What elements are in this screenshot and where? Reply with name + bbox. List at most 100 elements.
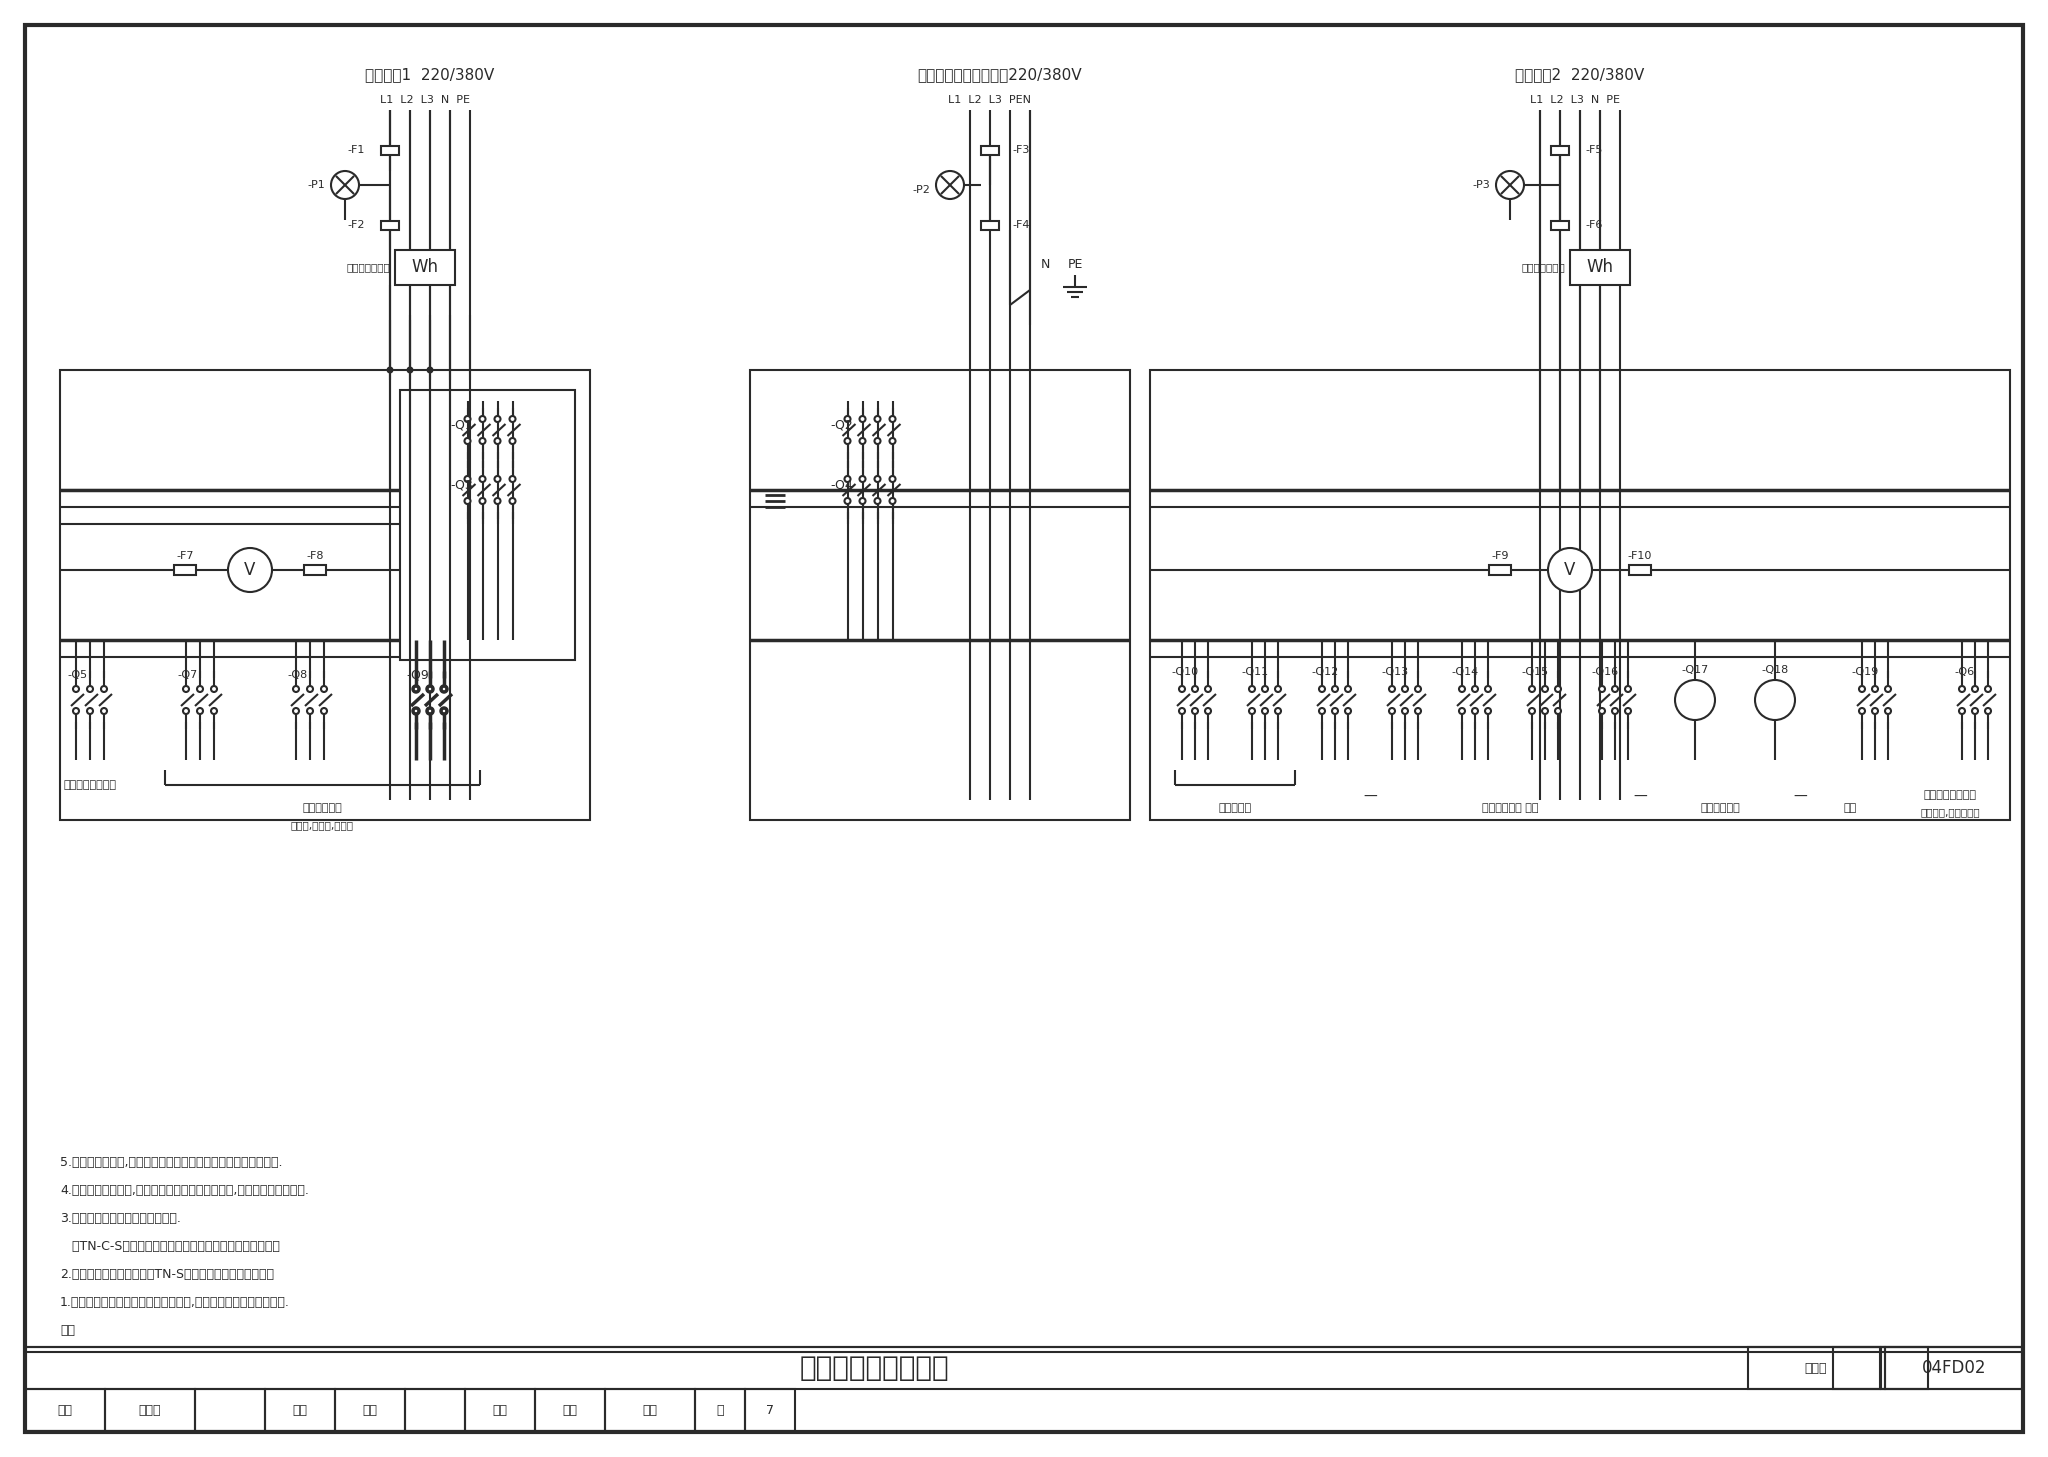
Circle shape bbox=[1319, 708, 1325, 714]
Text: 徐迪: 徐迪 bbox=[643, 1403, 657, 1416]
Circle shape bbox=[414, 686, 420, 692]
Circle shape bbox=[1554, 708, 1561, 714]
Circle shape bbox=[426, 708, 432, 714]
Circle shape bbox=[307, 708, 313, 714]
Circle shape bbox=[1180, 686, 1186, 692]
Bar bbox=[336, 1389, 406, 1431]
Circle shape bbox=[1485, 708, 1491, 714]
Circle shape bbox=[406, 367, 414, 373]
Bar bbox=[25, 1389, 104, 1431]
Text: -F5: -F5 bbox=[1585, 146, 1602, 154]
Circle shape bbox=[197, 686, 203, 692]
Bar bbox=[465, 1389, 535, 1431]
Circle shape bbox=[182, 686, 188, 692]
Text: -Q16: -Q16 bbox=[1591, 667, 1618, 678]
Circle shape bbox=[889, 476, 895, 482]
Circle shape bbox=[100, 686, 106, 692]
Text: -Q17: -Q17 bbox=[1681, 664, 1708, 675]
Bar bbox=[1550, 221, 1569, 230]
Circle shape bbox=[1530, 686, 1536, 692]
Text: 其它: 其它 bbox=[1843, 803, 1858, 813]
Text: L1  L2  L3  N  PE: L1 L2 L3 N PE bbox=[381, 95, 469, 105]
Text: -Q12: -Q12 bbox=[1311, 667, 1339, 678]
Circle shape bbox=[1192, 686, 1198, 692]
Text: -Q14: -Q14 bbox=[1452, 667, 1479, 678]
Bar bbox=[381, 146, 399, 154]
Text: L1  L2  L3  N  PE: L1 L2 L3 N PE bbox=[1530, 95, 1620, 105]
Bar bbox=[535, 1389, 604, 1431]
Circle shape bbox=[182, 708, 188, 714]
Circle shape bbox=[322, 686, 328, 692]
Text: -F10: -F10 bbox=[1628, 551, 1653, 561]
Bar bbox=[174, 565, 197, 576]
Bar bbox=[981, 146, 999, 154]
Text: —: — bbox=[1794, 790, 1806, 804]
Bar bbox=[1884, 1348, 2021, 1389]
Circle shape bbox=[494, 498, 500, 504]
Circle shape bbox=[479, 498, 485, 504]
Circle shape bbox=[510, 439, 516, 444]
Bar bbox=[1550, 146, 1569, 154]
Bar bbox=[104, 1389, 195, 1431]
Circle shape bbox=[1624, 708, 1630, 714]
Bar bbox=[750, 370, 1130, 820]
Text: 战时动力用电: 战时动力用电 bbox=[303, 803, 342, 813]
Bar bbox=[381, 221, 399, 230]
Circle shape bbox=[1389, 686, 1395, 692]
Text: -Q10: -Q10 bbox=[1171, 667, 1198, 678]
Circle shape bbox=[1599, 686, 1606, 692]
Circle shape bbox=[1860, 708, 1866, 714]
Text: —: — bbox=[1364, 790, 1376, 804]
Circle shape bbox=[465, 439, 471, 444]
Circle shape bbox=[1872, 686, 1878, 692]
Circle shape bbox=[1972, 708, 1978, 714]
Bar bbox=[406, 1389, 465, 1431]
Circle shape bbox=[86, 686, 92, 692]
Circle shape bbox=[874, 417, 881, 423]
Circle shape bbox=[1192, 708, 1198, 714]
Circle shape bbox=[211, 686, 217, 692]
Text: Wh: Wh bbox=[1587, 258, 1614, 275]
Circle shape bbox=[1612, 686, 1618, 692]
Circle shape bbox=[844, 476, 850, 482]
Circle shape bbox=[74, 708, 80, 714]
Circle shape bbox=[1204, 686, 1210, 692]
Circle shape bbox=[860, 498, 866, 504]
Text: -P1: -P1 bbox=[307, 181, 326, 189]
Text: 推风机,污水泵,进风机: 推风机,污水泵,进风机 bbox=[291, 820, 354, 830]
Text: 校对: 校对 bbox=[293, 1403, 307, 1416]
Text: N: N bbox=[1040, 258, 1051, 271]
Circle shape bbox=[1249, 686, 1255, 692]
Circle shape bbox=[1755, 680, 1794, 720]
Text: 市电电源1  220/380V: 市电电源1 220/380V bbox=[365, 67, 496, 83]
Text: L1  L2  L3  PEN: L1 L2 L3 PEN bbox=[948, 95, 1032, 105]
Circle shape bbox=[1612, 708, 1618, 714]
Circle shape bbox=[1249, 708, 1255, 714]
Text: V: V bbox=[1565, 561, 1575, 578]
Circle shape bbox=[1872, 708, 1878, 714]
Bar bbox=[25, 1348, 2023, 1389]
Text: -Q9: -Q9 bbox=[408, 669, 430, 682]
Circle shape bbox=[387, 367, 393, 373]
Bar bbox=[264, 1389, 336, 1431]
Circle shape bbox=[479, 417, 485, 423]
Circle shape bbox=[307, 686, 313, 692]
Text: 冷水机组,热泵机组等: 冷水机组,热泵机组等 bbox=[1921, 807, 1980, 817]
Text: 罗洁: 罗洁 bbox=[362, 1403, 377, 1416]
Circle shape bbox=[1180, 708, 1186, 714]
Text: 预留计量表位置: 预留计量表位置 bbox=[346, 262, 389, 272]
Circle shape bbox=[1548, 548, 1591, 592]
Circle shape bbox=[1473, 686, 1479, 692]
Circle shape bbox=[494, 476, 500, 482]
Circle shape bbox=[1473, 708, 1479, 714]
Circle shape bbox=[414, 708, 420, 714]
Text: -Q6: -Q6 bbox=[1956, 667, 1974, 678]
Circle shape bbox=[1415, 708, 1421, 714]
Circle shape bbox=[293, 708, 299, 714]
Circle shape bbox=[197, 708, 203, 714]
Circle shape bbox=[1276, 708, 1280, 714]
Circle shape bbox=[1599, 708, 1606, 714]
Text: 页: 页 bbox=[717, 1403, 723, 1416]
Bar bbox=[981, 221, 999, 230]
Text: 2.本系统按市电接地型式为TN-S系统，区域内电源接地型式: 2.本系统按市电接地型式为TN-S系统，区域内电源接地型式 bbox=[59, 1268, 274, 1281]
